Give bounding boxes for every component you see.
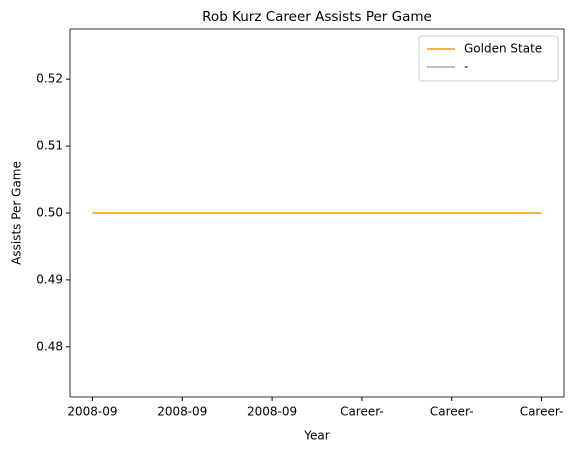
y-tick-label: 0.51	[36, 139, 63, 153]
y-tick-label: 0.49	[36, 272, 63, 286]
legend-label: Golden State	[464, 42, 542, 56]
chart-title: Rob Kurz Career Assists Per Game	[202, 9, 432, 25]
legend-label: -	[464, 60, 468, 74]
y-axis-label: Assists Per Game	[10, 161, 24, 265]
x-tick-label: 2008-09	[157, 405, 207, 419]
x-tick-label: Career-	[430, 405, 474, 419]
x-tick-label: 2008-09	[67, 405, 117, 419]
legend-box	[418, 35, 559, 82]
x-axis-label: Year	[303, 429, 329, 443]
x-tick-label: Career-	[340, 405, 384, 419]
x-tick-label: 2008-09	[247, 405, 297, 419]
plot-frame	[69, 28, 565, 398]
y-tick-label: 0.52	[36, 72, 63, 86]
y-tick-label: 0.48	[36, 339, 63, 353]
y-tick-label: 0.50	[36, 206, 63, 220]
x-tick-label: Career-	[520, 405, 564, 419]
